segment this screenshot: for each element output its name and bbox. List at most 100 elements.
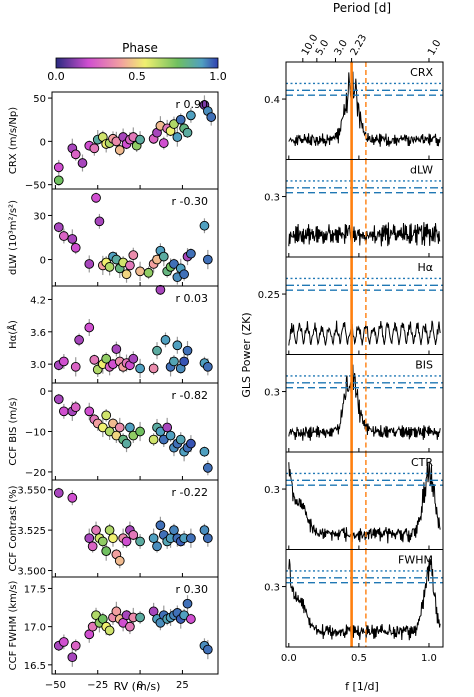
data-point bbox=[128, 530, 139, 540]
scatter-panel-crx: 50 0 −50 r 0.90 CRX (m/s/Np) bbox=[8, 91, 219, 192]
data-point bbox=[202, 533, 213, 544]
y-tick-label: 17.0 bbox=[24, 623, 46, 634]
y-tick-label: 50 bbox=[33, 94, 46, 105]
data-point bbox=[158, 251, 169, 262]
scatter-panel-con: 3.550 3.525 3.500 r -0.22 CCF Contrast (%) bbox=[8, 479, 219, 578]
right-ylabel: GLS Power (ZK) bbox=[240, 312, 253, 397]
period-tick-label: 2.23 bbox=[349, 33, 370, 58]
scatter-panel-bis: 0 −10 −20 r -0.82 CCF BIS (m/s) bbox=[8, 382, 219, 481]
periodogram-curve bbox=[288, 222, 441, 247]
data-point bbox=[84, 259, 95, 269]
data-point bbox=[125, 422, 135, 433]
periodogram-curve bbox=[288, 461, 441, 544]
data-point bbox=[67, 492, 78, 503]
data-point bbox=[186, 533, 196, 544]
data-point bbox=[59, 231, 69, 241]
data-point bbox=[202, 361, 213, 372]
data-point bbox=[169, 259, 179, 269]
data-point bbox=[155, 520, 166, 531]
data-point bbox=[186, 110, 196, 121]
y-tick-label: 16.5 bbox=[24, 661, 46, 672]
data-point bbox=[111, 136, 122, 147]
y-axis-label: dLW (10³m²/s²) bbox=[8, 200, 19, 275]
right-top-label: Period [d] bbox=[333, 1, 391, 15]
y-tick-label: 0 bbox=[40, 137, 46, 148]
data-point bbox=[152, 345, 162, 356]
left-scatter-panels: 50 0 −50 r 0.90 CRX (m/s/Np) 30 0 r -0.30 dLW (1… bbox=[6, 91, 219, 691]
data-point bbox=[158, 138, 169, 148]
data-point bbox=[199, 525, 210, 535]
data-point bbox=[186, 438, 196, 449]
data-point bbox=[114, 145, 125, 155]
data-point bbox=[169, 525, 179, 535]
data-point bbox=[202, 254, 213, 265]
y-tick-label: 3.500 bbox=[17, 567, 46, 578]
data-point bbox=[162, 422, 173, 433]
data-point bbox=[182, 598, 193, 609]
x-tick-label: −25 bbox=[87, 680, 108, 691]
y-axis-label: CCF BIS (m/s) bbox=[8, 397, 19, 465]
scatter-panel-dlw: 30 0 r -0.30 dLW (10³m²/s²) bbox=[8, 188, 219, 287]
correlation-label: r -0.82 bbox=[172, 389, 208, 402]
data-point bbox=[74, 335, 84, 345]
y-tick-label: 3.550 bbox=[17, 486, 46, 497]
y-tick-label: 0 bbox=[40, 387, 46, 398]
data-point bbox=[89, 354, 100, 365]
right-periodogram-panels: CRX 0.4 dLW 0.3 Hα 0.25 BIS 0.3 CTR 0.3 FWHM 0.3 0.0… bbox=[258, 33, 444, 664]
data-point bbox=[135, 612, 145, 623]
data-point bbox=[67, 234, 78, 244]
data-point bbox=[206, 112, 217, 122]
data-point bbox=[67, 652, 78, 663]
scatter-panel-fwhm: 17.5 17.0 16.5 r 0.30 CCF FWHM (km/s) bbox=[8, 576, 219, 675]
x-tick-label: 1.0 bbox=[421, 653, 437, 664]
data-point bbox=[97, 536, 108, 547]
x-tick-label: 0.0 bbox=[281, 653, 297, 664]
data-point bbox=[148, 434, 159, 445]
periodogram-panel: CRX 0.4 bbox=[264, 61, 444, 160]
data-point bbox=[172, 132, 183, 142]
data-point bbox=[70, 402, 81, 413]
y-tick-label: 0.3 bbox=[264, 193, 280, 204]
x-tick-label: 0.5 bbox=[351, 653, 367, 664]
data-point bbox=[101, 353, 112, 364]
data-point bbox=[179, 269, 189, 280]
correlation-label: r -0.30 bbox=[172, 195, 208, 208]
correlation-label: r 0.90 bbox=[175, 98, 208, 111]
colorbar-tick-2: 1.0 bbox=[209, 70, 227, 83]
period-tick-label: 1.0 bbox=[426, 38, 443, 57]
periodogram-panel: CTR 0.3 bbox=[264, 451, 444, 550]
colorbar-tick-1: 0.5 bbox=[128, 70, 146, 83]
periodogram-panel: FWHM 0.3 bbox=[264, 549, 444, 648]
periodogram-panel: Hα 0.25 bbox=[258, 256, 444, 355]
data-point bbox=[94, 216, 105, 227]
data-point bbox=[101, 546, 112, 556]
indicator-label: FWHM bbox=[398, 554, 433, 567]
data-point bbox=[91, 525, 101, 535]
data-point bbox=[135, 536, 145, 547]
data-point bbox=[84, 406, 95, 417]
data-point bbox=[202, 463, 213, 473]
data-point bbox=[84, 322, 95, 333]
data-point bbox=[89, 143, 100, 154]
data-point bbox=[104, 262, 115, 272]
data-point bbox=[202, 644, 213, 655]
correlation-label: r 0.03 bbox=[175, 292, 208, 305]
data-point bbox=[128, 250, 139, 260]
data-point bbox=[169, 119, 179, 129]
y-tick-label: 4.2 bbox=[30, 295, 46, 306]
panel-frame bbox=[51, 576, 219, 675]
data-point bbox=[175, 114, 186, 125]
data-point bbox=[143, 267, 154, 278]
y-tick-label: 3.525 bbox=[17, 526, 46, 537]
data-point bbox=[160, 335, 171, 345]
y-tick-label: 0.3 bbox=[264, 388, 280, 399]
data-point bbox=[70, 640, 81, 651]
data-point bbox=[135, 266, 145, 277]
colorbar: Phase 0.0 0.5 1.0 bbox=[47, 41, 227, 83]
data-point bbox=[121, 438, 132, 449]
data-point bbox=[152, 541, 162, 552]
indicator-label: CRX bbox=[410, 66, 433, 79]
correlation-label: r -0.22 bbox=[172, 486, 208, 499]
data-point bbox=[104, 625, 115, 636]
periodogram-curve bbox=[288, 71, 441, 147]
